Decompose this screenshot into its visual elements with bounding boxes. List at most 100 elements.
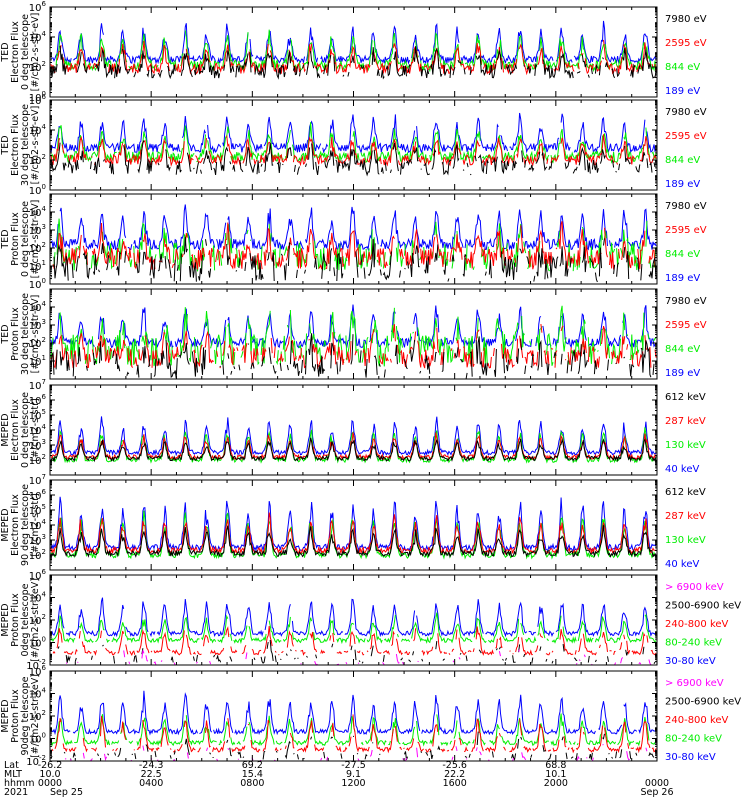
y-axis-label: MEPEDProton Flux0deg telescope[#/cm2-s-s… (0, 578, 41, 662)
y-tick-label: 100 (29, 90, 46, 104)
y-tick-base: 10 (29, 551, 42, 562)
y-axis-label-line: [#/cm2-s-str-keV] (30, 578, 41, 662)
y-tick-base: 10 (29, 536, 42, 547)
series-1-line (50, 437, 657, 463)
y-tick-label: 106 (29, 568, 47, 582)
y-tick-label: 102 (29, 548, 46, 562)
legend-entry: 612 keV (665, 487, 706, 498)
legend-entry: 7980 eV (665, 201, 707, 212)
y-tick-exp: 2 (42, 548, 46, 556)
legend-entry: 844 eV (665, 62, 700, 73)
y-axis-label-line: Electron Flux (10, 114, 21, 176)
y-tick-label: 104 (29, 30, 47, 44)
y-axis-label-line: 30 deg telescope (20, 293, 31, 375)
y-tick-exp: 2 (42, 453, 46, 461)
legend-entry: 2595 eV (665, 38, 707, 49)
y-tick-base: 10 (29, 339, 42, 350)
y-axis-label-line: MEPED (0, 603, 11, 636)
x-axis-tick-label: 1200 (341, 778, 365, 789)
y-tick-base: 10 (29, 491, 42, 502)
y-tick-label: 104 (29, 591, 47, 605)
y-tick-exp: 6 (42, 488, 47, 496)
legend-entry: 189 eV (665, 273, 700, 284)
y-tick-exp: 0 (42, 90, 46, 98)
series-2-line (50, 512, 657, 556)
y-axis-label-line: TED (0, 229, 11, 249)
y-tick-base: 10 (29, 506, 42, 517)
legend-entry: 7980 eV (665, 107, 707, 118)
y-tick-label: 102 (29, 241, 46, 255)
y-tick-label: 101 (29, 354, 46, 368)
y-tick-label: 106 (29, 488, 47, 502)
y-tick-exp: 7 (42, 378, 46, 386)
y-tick-base: 10 (29, 93, 42, 104)
legend-entry: 189 eV (665, 86, 700, 97)
y-tick-exp: 1 (42, 259, 46, 267)
y-tick-base: 10 (29, 33, 42, 44)
y-tick-label: 106 (29, 664, 47, 678)
y-axis-label-line: Proton Flux (10, 212, 21, 266)
y-axis-label-line: Electron Flux (10, 494, 21, 556)
series-1-line (50, 140, 656, 177)
y-tick-base: 10 (29, 396, 42, 407)
y-tick-label: 10-2 (26, 754, 46, 768)
y-axis-label-line: Electron Flux (10, 21, 21, 83)
y-tick-label: 102 (29, 709, 46, 723)
series-2-line (50, 134, 657, 167)
y-tick-exp: 1 (42, 354, 46, 362)
legend-entry: 2595 eV (665, 320, 707, 331)
y-tick-label: 102 (29, 336, 46, 350)
series-2-line (57, 639, 656, 665)
x-axis-tick-label: 69.2 (242, 760, 263, 771)
y-tick-label: 104 (29, 518, 47, 532)
y-tick-label: 104 (29, 205, 47, 219)
y-tick-exp: 2 (42, 153, 46, 161)
legend-entry: 130 keV (665, 440, 706, 451)
legend-entry: 189 eV (665, 368, 700, 379)
y-tick-exp: 6 (42, 568, 47, 576)
y-tick-base: 10 (29, 571, 42, 582)
y-tick-exp: 5 (42, 503, 46, 511)
y-axis-label-line: [#/cm2-s-str] (30, 398, 41, 461)
y-tick-label: 105 (29, 503, 46, 517)
x-axis-tick-label: 0000 (645, 778, 669, 789)
x-axis-tick-label: 22.5 (141, 769, 162, 780)
x-axis-tick-label: -24.3 (139, 760, 164, 771)
y-tick-base: 10 (29, 126, 42, 137)
x-axis-tick-label: 0000 (38, 778, 62, 789)
y-tick-label: 106 (29, 93, 47, 107)
x-axis-tick-label: 68.8 (545, 760, 566, 771)
y-tick-exp: 4 (42, 591, 47, 599)
y-tick-exp: 6 (42, 93, 47, 101)
x-axis-row-label: 2021 (4, 787, 28, 798)
y-tick-exp: -2 (39, 658, 46, 666)
y-axis-label-line: MEPED (0, 699, 11, 732)
y-axis-label-line: [#/cm2-s-str-eV] (30, 13, 41, 92)
y-tick-base: 10 (29, 426, 42, 437)
x-axis-tick-label: Sep 26 (640, 787, 673, 798)
legend-entry: 130 keV (665, 535, 706, 546)
y-tick-label: 102 (29, 153, 46, 167)
y-tick-base: 10 (29, 441, 42, 452)
y-axis-label-line: 0 deg telescope (20, 392, 31, 468)
legend-entry: 287 keV (665, 511, 706, 522)
x-axis-tick-label: -27.5 (341, 760, 366, 771)
y-axis-label-line: 90deg telescope (20, 676, 31, 755)
legend-entry: > 6900 keV (665, 582, 724, 593)
y-tick-base: 10 (29, 667, 42, 678)
y-axis-label-line: [#/cm2-s-str-eV] (30, 200, 41, 279)
y-axis-label: MEPEDProton Flux90deg telescope[#/cm2-s-… (0, 674, 41, 758)
y-tick-base: 10 (29, 476, 42, 487)
x-axis-row-label: MLT (4, 769, 22, 780)
x-axis-row-label: Lat (4, 760, 19, 771)
y-tick-exp: 4 (42, 300, 47, 308)
legend-entry: 30-80 keV (665, 656, 716, 667)
y-tick-label: 102 (29, 613, 46, 627)
y-axis-label-line: 0 deg telescope (20, 14, 31, 90)
series-1-line (50, 525, 657, 558)
series-5-line (50, 597, 657, 638)
y-tick-base: 10 (29, 321, 42, 332)
